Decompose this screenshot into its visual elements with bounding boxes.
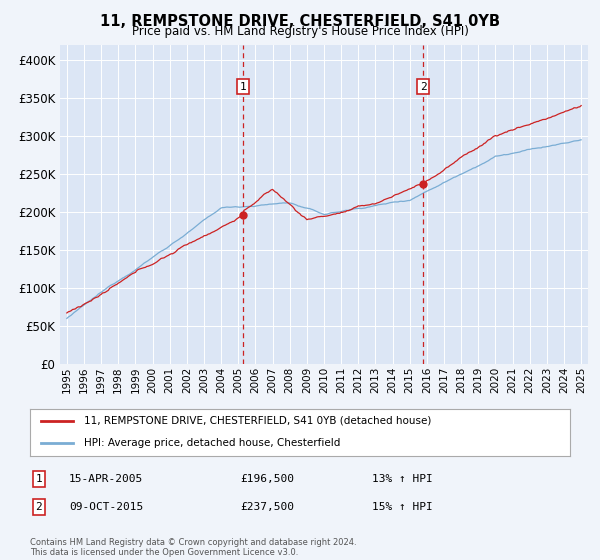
Text: Price paid vs. HM Land Registry's House Price Index (HPI): Price paid vs. HM Land Registry's House … bbox=[131, 25, 469, 38]
Text: £196,500: £196,500 bbox=[240, 474, 294, 484]
Text: 1: 1 bbox=[35, 474, 43, 484]
Text: £237,500: £237,500 bbox=[240, 502, 294, 512]
Text: 2: 2 bbox=[420, 82, 427, 92]
Text: 2: 2 bbox=[35, 502, 43, 512]
Text: 09-OCT-2015: 09-OCT-2015 bbox=[69, 502, 143, 512]
Text: 1: 1 bbox=[240, 82, 247, 92]
Text: Contains HM Land Registry data © Crown copyright and database right 2024.
This d: Contains HM Land Registry data © Crown c… bbox=[30, 538, 356, 557]
Text: 11, REMPSTONE DRIVE, CHESTERFIELD, S41 0YB: 11, REMPSTONE DRIVE, CHESTERFIELD, S41 0… bbox=[100, 14, 500, 29]
Text: 13% ↑ HPI: 13% ↑ HPI bbox=[372, 474, 433, 484]
Text: 15% ↑ HPI: 15% ↑ HPI bbox=[372, 502, 433, 512]
Text: HPI: Average price, detached house, Chesterfield: HPI: Average price, detached house, Ches… bbox=[84, 438, 340, 448]
Text: 11, REMPSTONE DRIVE, CHESTERFIELD, S41 0YB (detached house): 11, REMPSTONE DRIVE, CHESTERFIELD, S41 0… bbox=[84, 416, 431, 426]
Text: 15-APR-2005: 15-APR-2005 bbox=[69, 474, 143, 484]
